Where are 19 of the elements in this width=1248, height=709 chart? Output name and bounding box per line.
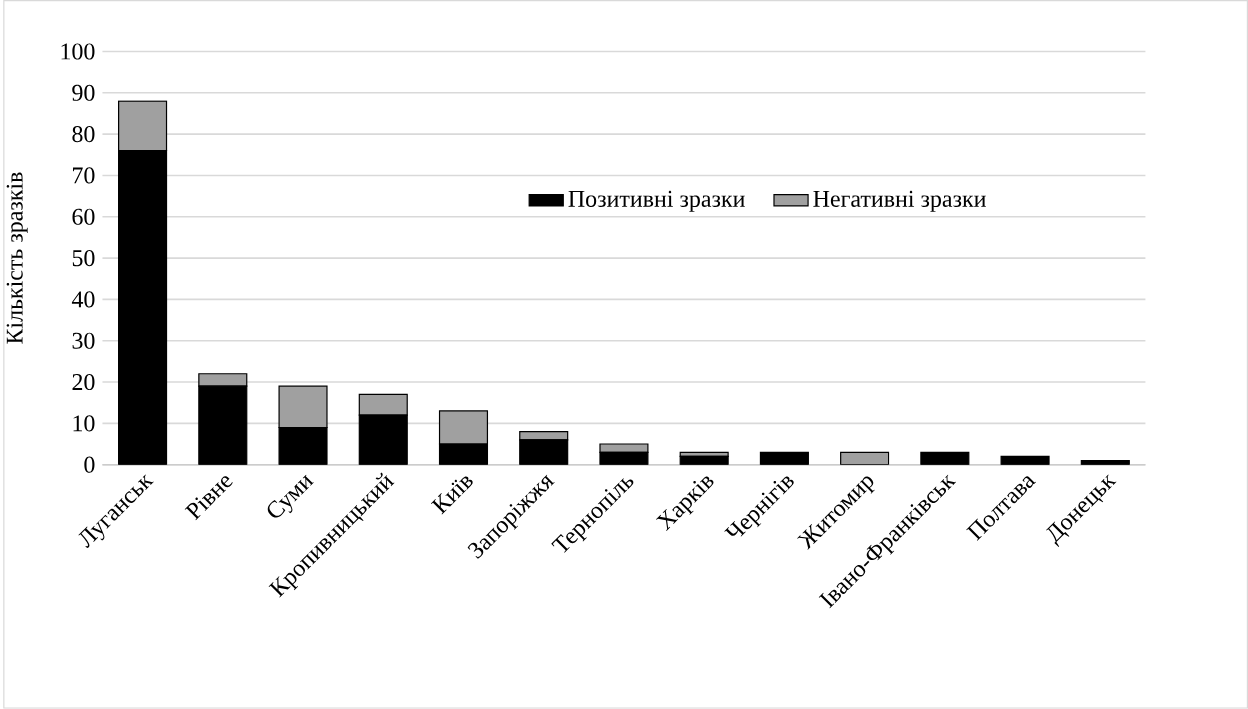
y-tick-label: 60 xyxy=(72,208,95,225)
y-tick-label: 100 xyxy=(61,43,95,60)
legend-label: Позитивні зразки xyxy=(568,190,745,212)
y-tick-label: 10 xyxy=(73,415,95,432)
y-tick-label: 90 xyxy=(72,84,95,101)
bar xyxy=(358,393,408,416)
bar xyxy=(198,373,248,387)
y-axis-title: Кількість зразків xyxy=(6,172,28,344)
bar xyxy=(278,385,328,429)
y-tick-label: 0 xyxy=(84,456,95,473)
y-tick-label: 30 xyxy=(72,332,95,349)
y-tick-label: 20 xyxy=(72,374,95,391)
bar xyxy=(118,100,168,152)
bar xyxy=(438,410,489,445)
y-tick-label: 70 xyxy=(73,167,95,184)
y-tick-label: 40 xyxy=(71,291,95,308)
y-tick-label: 80 xyxy=(72,126,95,143)
y-tick-label: 50 xyxy=(72,250,95,267)
legend-label: Негативні зразки xyxy=(813,190,986,212)
